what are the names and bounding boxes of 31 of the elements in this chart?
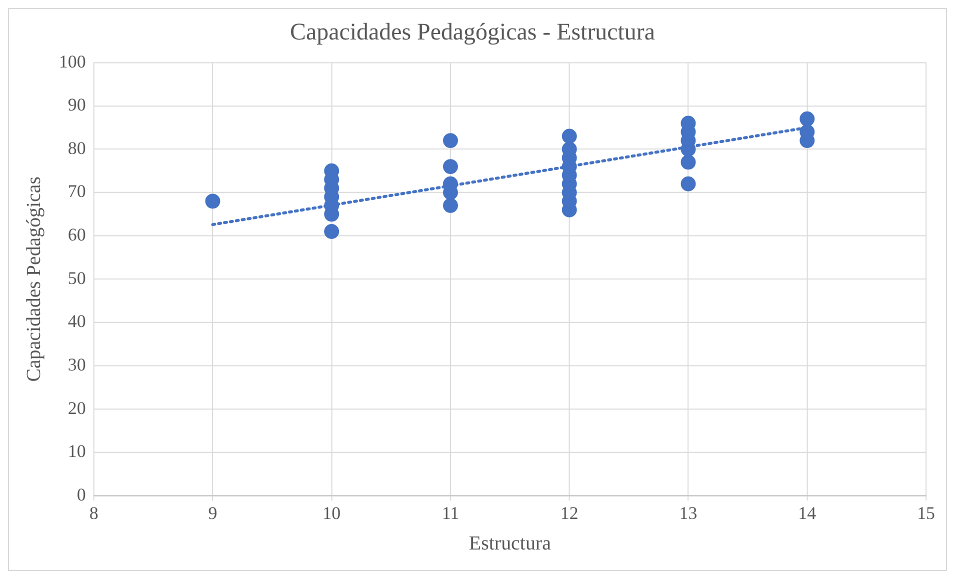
x-tick-label: 15 xyxy=(917,503,936,524)
point xyxy=(443,198,458,213)
point xyxy=(800,111,815,126)
point xyxy=(205,194,220,209)
point xyxy=(680,154,696,170)
y-tick-label: 70 xyxy=(68,181,86,202)
y-tick-label: 30 xyxy=(68,354,86,374)
point xyxy=(562,128,577,144)
y-tick-label: 60 xyxy=(68,224,86,245)
y-tick-label: 0 xyxy=(76,484,86,504)
y-tick-label: 50 xyxy=(68,268,86,288)
y-tick-label: 80 xyxy=(68,138,86,158)
y-tick-label: 100 xyxy=(58,51,86,72)
x-axis-title: Estructura xyxy=(468,532,552,554)
point xyxy=(443,159,458,174)
chart-title: Capacidades Pedagógicas - Estructura xyxy=(290,20,656,46)
y-axis-title: Capacidades Pedagógicas xyxy=(23,176,46,382)
x-tick-label: 8 xyxy=(89,503,98,524)
y-tick-label: 40 xyxy=(68,311,86,332)
x-tick-label: 9 xyxy=(208,503,218,524)
x-tick-label: 11 xyxy=(442,503,460,524)
x-tick-label: 14 xyxy=(798,503,816,524)
x-tick-label: 10 xyxy=(322,503,341,524)
y-tick-label: 10 xyxy=(68,441,86,462)
y-tick-label: 90 xyxy=(68,94,86,115)
point xyxy=(680,176,696,192)
point xyxy=(324,224,340,239)
point xyxy=(443,133,458,148)
x-tick-label: 12 xyxy=(560,503,578,524)
y-tick-label: 20 xyxy=(68,398,86,418)
x-tick-label: 13 xyxy=(679,503,698,524)
